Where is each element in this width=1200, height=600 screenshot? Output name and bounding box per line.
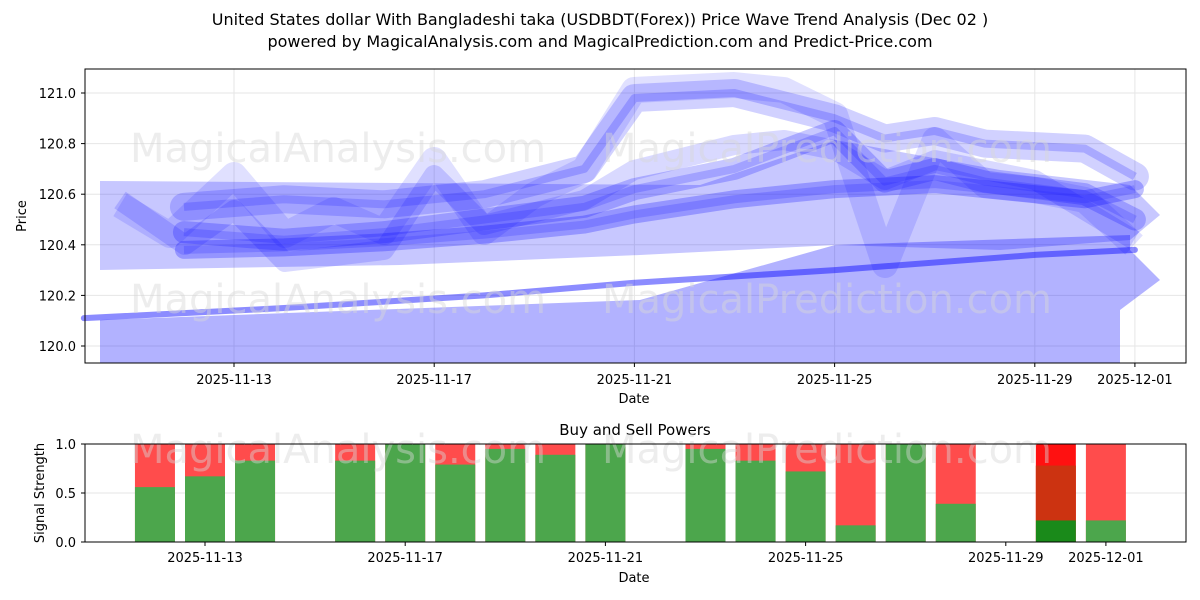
y-tick-label: 120.2 [39, 289, 76, 304]
buy-bar [735, 460, 776, 542]
buy-bar [235, 460, 276, 542]
y-tick-label: 0.5 [55, 487, 76, 502]
wave-line-jagged [114, 130, 1140, 272]
watermark: MagicalAnalysis.com [130, 277, 546, 323]
buy-bar [1085, 520, 1126, 542]
buy-bar [935, 503, 976, 542]
x-tick-label: 2025-12-01 [1068, 551, 1144, 566]
watermark: MagicalPrediction.com [602, 427, 1052, 473]
watermark: MagicalPrediction.com [602, 277, 1052, 323]
buy-bar [385, 444, 426, 542]
y-tick-label: 120.8 [39, 138, 76, 153]
power-x-axis-label: Date [618, 571, 649, 586]
buy-sell-chart-title: Buy and Sell Powers [559, 421, 711, 439]
y-tick-label: 120.6 [39, 188, 76, 203]
sell-bar-mid [1035, 465, 1076, 521]
watermark: MagicalAnalysis.com [130, 427, 546, 473]
buy-bar [785, 471, 826, 542]
x-tick-label: 2025-11-25 [768, 551, 844, 566]
buy-bar [485, 448, 526, 542]
wave-band-upper [100, 140, 1160, 270]
power-y-axis-label: Signal Strength [33, 443, 48, 543]
chart-title: United States dollar With Bangladeshi ta… [211, 10, 989, 29]
buy-bar [535, 454, 576, 542]
x-tick-label: 2025-11-21 [597, 373, 673, 388]
watermark: MagicalPrediction.com [602, 126, 1052, 172]
chart-subtitle: powered by MagicalAnalysis.com and Magic… [267, 32, 933, 51]
x-tick-label: 2025-11-13 [196, 373, 272, 388]
wave-line [172, 119, 1146, 251]
buy-bar [335, 460, 376, 542]
y-tick-label: 121.0 [39, 87, 76, 102]
y-tick-label: 120.0 [39, 340, 76, 355]
x-tick-label: 2025-11-17 [396, 373, 472, 388]
wave-line [80, 246, 1138, 322]
price-grid [85, 69, 1186, 363]
buy-bar [885, 444, 926, 542]
wave-band-large [100, 181, 1160, 363]
buy-bar [435, 464, 476, 542]
buy-bar [185, 476, 225, 542]
wave-line [174, 175, 1144, 259]
wave-line [169, 79, 1149, 221]
buy-bar [685, 448, 726, 542]
y-tick-label: 120.4 [39, 239, 76, 254]
wave-line-core [183, 180, 1136, 254]
x-tick-label: 2025-11-25 [797, 373, 873, 388]
x-tick-label: 2025-12-01 [1097, 373, 1173, 388]
buy-bar [585, 444, 626, 542]
power-x-axis: 2025-11-13 2025-11-17 2025-11-21 2025-11-25… [167, 542, 1144, 566]
power-bars [134, 444, 1126, 542]
price-chart: MagicalAnalysis.com MagicalPrediction.co… [15, 68, 1187, 407]
x-tick-label: 2025-11-17 [367, 551, 443, 566]
x-tick-label: 2025-11-29 [997, 373, 1073, 388]
x-tick-label: 2025-11-13 [167, 551, 243, 566]
price-y-axis-label: Price [15, 200, 30, 232]
buy-bar [835, 525, 876, 542]
wave-line-core [183, 89, 1137, 211]
buy-bar [1035, 520, 1076, 542]
buy-bar [134, 487, 175, 542]
watermark: MagicalAnalysis.com [130, 126, 546, 172]
buy-sell-chart: Buy and Sell Powers MagicalAnalysis.com … [33, 421, 1187, 586]
price-y-axis: 120.0 120.2 120.4 120.6 120.8 121.0 [39, 87, 85, 355]
power-y-axis: 0.0 0.5 1.0 [55, 438, 85, 551]
x-tick-label: 2025-11-21 [568, 551, 644, 566]
y-tick-label: 0.0 [55, 536, 76, 551]
price-x-axis: 2025-11-13 2025-11-17 2025-11-21 2025-11-25… [196, 363, 1173, 388]
price-plot-frame [84, 68, 1187, 364]
wave-line-jagged [113, 72, 1143, 278]
wave-line-core [183, 126, 1137, 244]
price-wave-bands [80, 72, 1160, 363]
price-x-axis-label: Date [618, 392, 649, 407]
y-tick-label: 1.0 [55, 438, 76, 453]
x-tick-label: 2025-11-29 [968, 551, 1044, 566]
